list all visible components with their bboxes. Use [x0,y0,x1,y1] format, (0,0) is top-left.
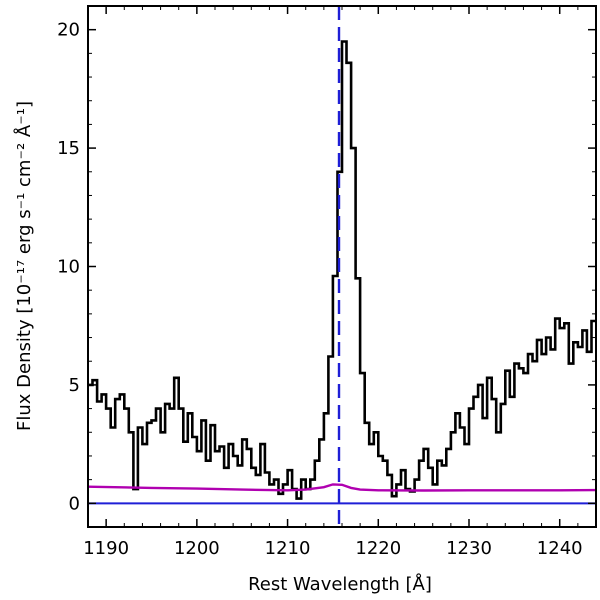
y-tick-label: 5 [69,375,80,396]
y-axis-label: Flux Density [10⁻¹⁷ erg s⁻¹ cm⁻² Å⁻¹] [13,101,35,431]
axes [87,5,597,528]
y-tick-label: 10 [57,257,80,278]
x-tick-label: 1230 [446,538,492,559]
flux-spectrum-line [88,40,596,500]
x-axis-label: Rest Wavelength [Å] [248,573,432,595]
plot-area [88,6,596,527]
x-tick-label: 1190 [83,538,129,559]
x-tick-label: 1240 [537,538,583,559]
error-spectrum-line [88,483,596,492]
tick-labels: 1190 1200 1210 1220 1230 1240 0 5 10 15 20 [57,20,583,559]
x-tick-label: 1200 [174,538,220,559]
x-tick-label: 1220 [355,538,401,559]
y-tick-label: 0 [69,493,80,514]
x-tick-label: 1210 [265,538,311,559]
y-tick-label: 20 [57,20,80,41]
y-tick-label: 15 [57,138,80,159]
